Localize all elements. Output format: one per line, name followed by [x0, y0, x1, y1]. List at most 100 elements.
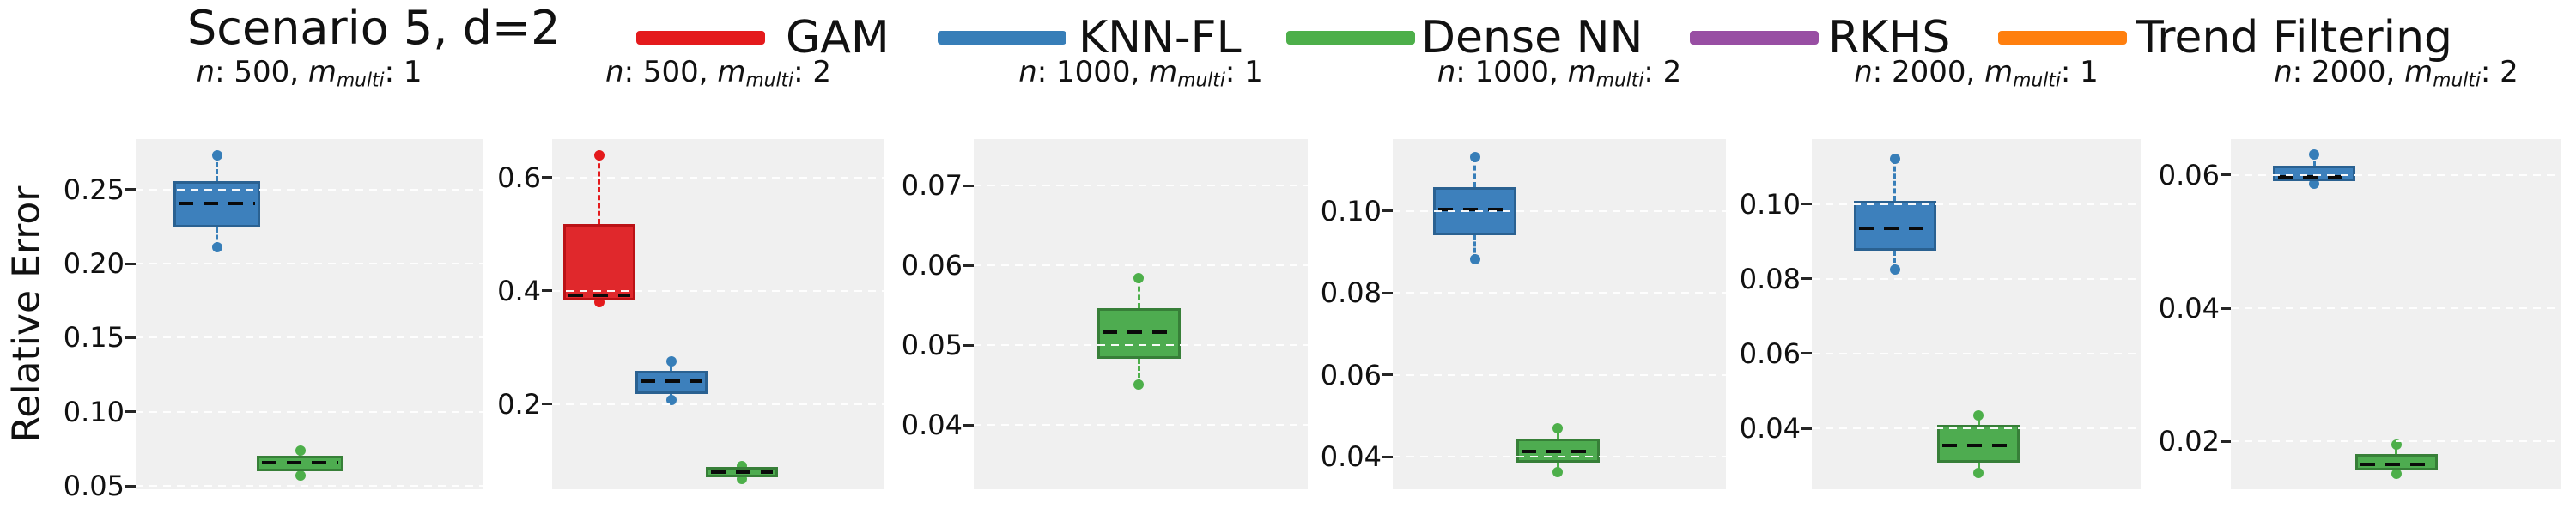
whisker-cap-dot-gam [593, 150, 605, 161]
gridline [1393, 373, 1726, 376]
box-knn-fl [635, 371, 708, 395]
y-tick-mark [1801, 352, 1812, 355]
y-tick-mark [125, 262, 136, 265]
legend-label-gam: GAM [786, 12, 890, 64]
whisker-cap-dot-dense-nn [295, 470, 306, 482]
median-line-knn-fl [179, 201, 256, 205]
whisker-lower-knn-fl [216, 227, 219, 248]
gridline [1812, 277, 2141, 280]
y-tick-label: 0.04 [1739, 412, 1801, 445]
y-tick-mark [963, 343, 974, 347]
legend-swatch-trend-filtering-icon [1998, 31, 2127, 45]
subplot-title: n: 500, mmulti: 2 [605, 55, 831, 92]
y-tick-label: 0.02 [2158, 425, 2220, 458]
median-line-dense-nn [262, 461, 339, 465]
median-line-dense-nn [1102, 330, 1176, 335]
box-dense-nn [706, 466, 778, 477]
subplot-title: n: 1000, mmulti: 2 [1437, 55, 1682, 92]
y-tick-mark [1382, 291, 1393, 294]
whisker-cap-dot-knn-fl [1889, 154, 1900, 165]
subplot-title: n: 2000, mmulti: 2 [2274, 55, 2518, 92]
subplot-title: n: 1000, mmulti: 1 [1018, 55, 1263, 92]
whisker-upper-gam [598, 155, 601, 225]
subplot-title: n: 500, mmulti: 1 [196, 55, 422, 92]
median-line-knn-fl [641, 379, 702, 383]
legend-swatch-gam-icon [636, 31, 765, 45]
y-tick-mark [1382, 373, 1393, 377]
gridline [1393, 456, 1726, 458]
y-tick-label: 0.15 [63, 321, 125, 354]
gridline [136, 410, 483, 413]
whisker-upper-knn-fl [1473, 156, 1477, 187]
gridline [136, 336, 483, 339]
box-gam [563, 224, 635, 301]
whisker-cap-dot-knn-fl [2309, 178, 2320, 189]
legend-item-knn-fl [938, 12, 1066, 64]
figure-title: Scenario 5, d=2 [187, 1, 561, 55]
legend-label-trend-filtering: Trend Filtering [2136, 12, 2453, 64]
box-dense-nn [257, 456, 344, 472]
whisker-cap-dot-dense-nn [1133, 273, 1145, 284]
y-tick-mark [125, 188, 136, 191]
whisker-lower-knn-fl [1473, 235, 1477, 260]
y-tick-mark [542, 403, 552, 406]
y-tick-mark [1801, 277, 1812, 281]
gridline [2231, 440, 2561, 443]
median-line-dense-nn [1942, 444, 2015, 448]
whisker-cap-dot-knn-fl [1469, 151, 1480, 162]
y-tick-label: 0.6 [497, 161, 541, 194]
y-tick-label: 0.06 [1320, 358, 1382, 391]
y-tick-label: 0.08 [1320, 276, 1382, 310]
y-tick-mark [963, 264, 974, 267]
y-tick-mark [125, 410, 136, 414]
median-line-knn-fl [2277, 174, 2351, 179]
whisker-cap-dot-dense-nn [1973, 467, 1984, 478]
y-tick-label: 0.2 [497, 387, 541, 421]
median-line-dense-nn [2360, 463, 2433, 467]
y-tick-label: 0.07 [901, 169, 963, 203]
whisker-upper-knn-fl [216, 155, 219, 181]
legend-item-gam [636, 12, 765, 64]
whisker-cap-dot-dense-nn [1552, 423, 1564, 434]
median-line-knn-fl [1859, 227, 1931, 231]
gridline [2231, 307, 2561, 310]
whisker-cap-dot-dense-nn [2391, 469, 2402, 480]
y-tick-label: 0.10 [1739, 187, 1801, 221]
legend-swatch-dense-nn-icon [1286, 31, 1415, 45]
gridline [552, 176, 884, 179]
legend-label-rkhs: RKHS [1828, 12, 1951, 64]
gridline [552, 289, 884, 292]
gridline [136, 263, 483, 265]
whisker-cap-dot-knn-fl [1889, 264, 1900, 275]
whisker-lower-knn-fl [1893, 250, 1897, 270]
median-line-gam [568, 294, 630, 298]
median-line-dense-nn [1521, 449, 1595, 453]
whisker-cap-dot-dense-nn [295, 445, 306, 457]
y-tick-mark [2221, 173, 2231, 177]
median-line-dense-nn [711, 470, 773, 474]
legend-item-trend-filtering [1998, 12, 2127, 64]
whisker-cap-dot-knn-fl [2309, 148, 2320, 160]
whisker-lower-dense-nn [1137, 359, 1140, 385]
box-dense-nn [1937, 425, 2020, 464]
y-tick-mark [1382, 209, 1393, 213]
gridline [552, 403, 884, 405]
median-line-knn-fl [1438, 208, 1512, 212]
y-tick-label: 0.4 [497, 274, 541, 307]
box-knn-fl [1854, 200, 1936, 251]
y-tick-mark [542, 176, 552, 179]
gridline [974, 424, 1308, 427]
y-tick-label: 0.05 [901, 329, 963, 362]
plot-area [552, 139, 884, 489]
gridline [136, 188, 483, 191]
whisker-upper-dense-nn [1137, 278, 1140, 309]
box-dense-nn [1097, 308, 1181, 360]
whisker-cap-dot-knn-fl [1469, 254, 1480, 265]
whisker-cap-dot-knn-fl [211, 242, 222, 253]
y-tick-mark [1801, 203, 1812, 206]
y-tick-label: 0.25 [63, 173, 125, 206]
whisker-cap-dot-knn-fl [665, 355, 677, 367]
box-knn-fl [2272, 166, 2356, 181]
whisker-cap-dot-knn-fl [211, 150, 222, 161]
